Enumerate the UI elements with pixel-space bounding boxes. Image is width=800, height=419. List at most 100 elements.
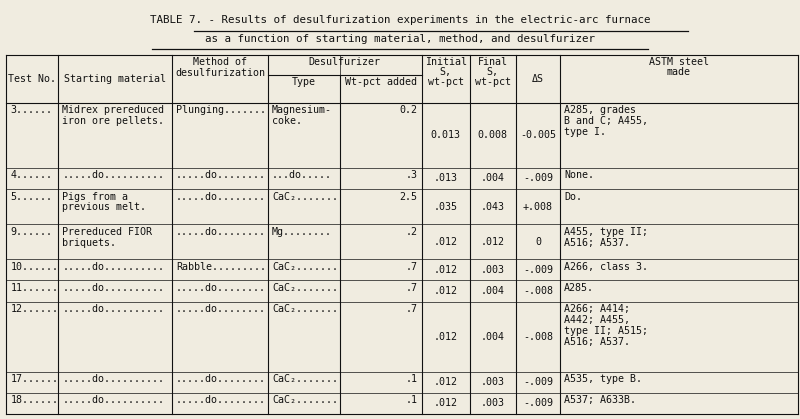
- Text: None.: None.: [564, 171, 594, 181]
- Text: Test No.: Test No.: [8, 74, 56, 84]
- Text: 2.5: 2.5: [400, 191, 418, 202]
- Text: coke.: coke.: [272, 116, 302, 126]
- Text: .2: .2: [406, 227, 418, 237]
- Text: Rabble.........: Rabble.........: [176, 262, 266, 272]
- Text: A455, type II;: A455, type II;: [564, 227, 648, 237]
- Text: A537; A633B.: A537; A633B.: [564, 396, 636, 405]
- Text: .004: .004: [481, 331, 505, 341]
- Text: .012: .012: [434, 377, 458, 387]
- Text: -.008: -.008: [523, 286, 553, 296]
- Text: CaC₂.......: CaC₂.......: [272, 191, 338, 202]
- Text: .1: .1: [406, 374, 418, 384]
- Text: iron ore pellets.: iron ore pellets.: [62, 116, 165, 126]
- Text: ΔS: ΔS: [532, 74, 544, 84]
- Text: S,: S,: [486, 67, 499, 77]
- Text: ASTM steel: ASTM steel: [649, 57, 709, 67]
- Text: .003: .003: [481, 377, 505, 387]
- Text: 9......: 9......: [10, 227, 53, 237]
- Text: .....do........: .....do........: [176, 171, 266, 181]
- Text: .....do..........: .....do..........: [62, 171, 165, 181]
- Text: A266; A414;: A266; A414;: [564, 304, 630, 314]
- Text: B and C; A455,: B and C; A455,: [564, 116, 648, 126]
- Text: .....do........: .....do........: [176, 283, 266, 293]
- Text: 3......: 3......: [10, 105, 53, 115]
- Text: .1: .1: [406, 396, 418, 405]
- Text: Initial: Initial: [425, 57, 466, 67]
- Text: .....do..........: .....do..........: [62, 304, 165, 314]
- Text: A266, class 3.: A266, class 3.: [564, 262, 648, 272]
- Text: Pigs from a: Pigs from a: [62, 191, 128, 202]
- Text: -0.005: -0.005: [520, 130, 556, 140]
- Text: 0.2: 0.2: [400, 105, 418, 115]
- Text: Magnesium-: Magnesium-: [272, 105, 332, 115]
- Text: .....do........: .....do........: [176, 396, 266, 405]
- Text: -.009: -.009: [523, 398, 553, 409]
- Text: Midrex prereduced: Midrex prereduced: [62, 105, 165, 115]
- Text: Starting material: Starting material: [64, 74, 166, 84]
- Text: TABLE 7. - Results of desulfurization experiments in the electric-arc furnace: TABLE 7. - Results of desulfurization ex…: [150, 15, 650, 25]
- Text: briquets.: briquets.: [62, 238, 117, 248]
- Text: 0.008: 0.008: [478, 130, 508, 140]
- Text: Desulfurizer: Desulfurizer: [309, 57, 381, 67]
- Text: ...do.....: ...do.....: [272, 171, 332, 181]
- Text: 0: 0: [535, 237, 541, 247]
- Text: A442; A455,: A442; A455,: [564, 315, 630, 325]
- Text: A516; A537.: A516; A537.: [564, 337, 630, 347]
- Text: Type: Type: [292, 77, 316, 87]
- Text: 11......: 11......: [10, 283, 58, 293]
- Text: A285, grades: A285, grades: [564, 105, 636, 115]
- Text: .012: .012: [434, 265, 458, 275]
- Text: CaC₂.......: CaC₂.......: [272, 374, 338, 384]
- Text: .....do..........: .....do..........: [62, 283, 165, 293]
- Text: CaC₂.......: CaC₂.......: [272, 283, 338, 293]
- Text: .3: .3: [406, 171, 418, 181]
- Text: as a function of starting material, method, and desulfurizer: as a function of starting material, meth…: [205, 34, 595, 44]
- Text: 10......: 10......: [10, 262, 58, 272]
- Text: S,: S,: [440, 67, 451, 77]
- Text: .013: .013: [434, 173, 458, 184]
- Text: .7: .7: [406, 283, 418, 293]
- Text: -.009: -.009: [523, 377, 553, 387]
- Text: -.008: -.008: [523, 331, 553, 341]
- Text: A516; A537.: A516; A537.: [564, 238, 630, 248]
- Text: Mg........: Mg........: [272, 227, 332, 237]
- Text: .....do........: .....do........: [176, 191, 266, 202]
- Text: Wt-pct added: Wt-pct added: [345, 77, 417, 87]
- Text: .012: .012: [434, 331, 458, 341]
- Text: .....do........: .....do........: [176, 304, 266, 314]
- Text: CaC₂.......: CaC₂.......: [272, 304, 338, 314]
- Text: A285.: A285.: [564, 283, 594, 293]
- Text: A535, type B.: A535, type B.: [564, 374, 642, 384]
- Text: .....do..........: .....do..........: [62, 374, 165, 384]
- Text: type I.: type I.: [564, 127, 606, 137]
- Text: Method of: Method of: [193, 57, 247, 67]
- Text: .043: .043: [481, 202, 505, 212]
- Text: .....do..........: .....do..........: [62, 396, 165, 405]
- Text: wt-pct: wt-pct: [427, 77, 464, 87]
- Text: .7: .7: [406, 262, 418, 272]
- Text: CaC₂.......: CaC₂.......: [272, 396, 338, 405]
- Text: .....do..........: .....do..........: [62, 262, 165, 272]
- Text: Final: Final: [478, 57, 508, 67]
- Text: type II; A515;: type II; A515;: [564, 326, 648, 336]
- Text: .004: .004: [481, 173, 505, 184]
- Text: Do.: Do.: [564, 191, 582, 202]
- Text: CaC₂.......: CaC₂.......: [272, 262, 338, 272]
- Text: .....do........: .....do........: [176, 374, 266, 384]
- Text: .....do........: .....do........: [176, 227, 266, 237]
- Text: wt-pct: wt-pct: [475, 77, 511, 87]
- Text: .004: .004: [481, 286, 505, 296]
- Text: .7: .7: [406, 304, 418, 314]
- Text: previous melt.: previous melt.: [62, 202, 146, 212]
- Text: 18......: 18......: [10, 396, 58, 405]
- Text: .012: .012: [434, 286, 458, 296]
- Text: .003: .003: [481, 398, 505, 409]
- Text: .003: .003: [481, 265, 505, 275]
- Text: Plunging.......: Plunging.......: [176, 105, 266, 115]
- Text: .012: .012: [434, 398, 458, 409]
- Text: .012: .012: [434, 237, 458, 247]
- Text: -.009: -.009: [523, 265, 553, 275]
- Text: 4......: 4......: [10, 171, 53, 181]
- Text: 12......: 12......: [10, 304, 58, 314]
- Text: 0.013: 0.013: [430, 130, 461, 140]
